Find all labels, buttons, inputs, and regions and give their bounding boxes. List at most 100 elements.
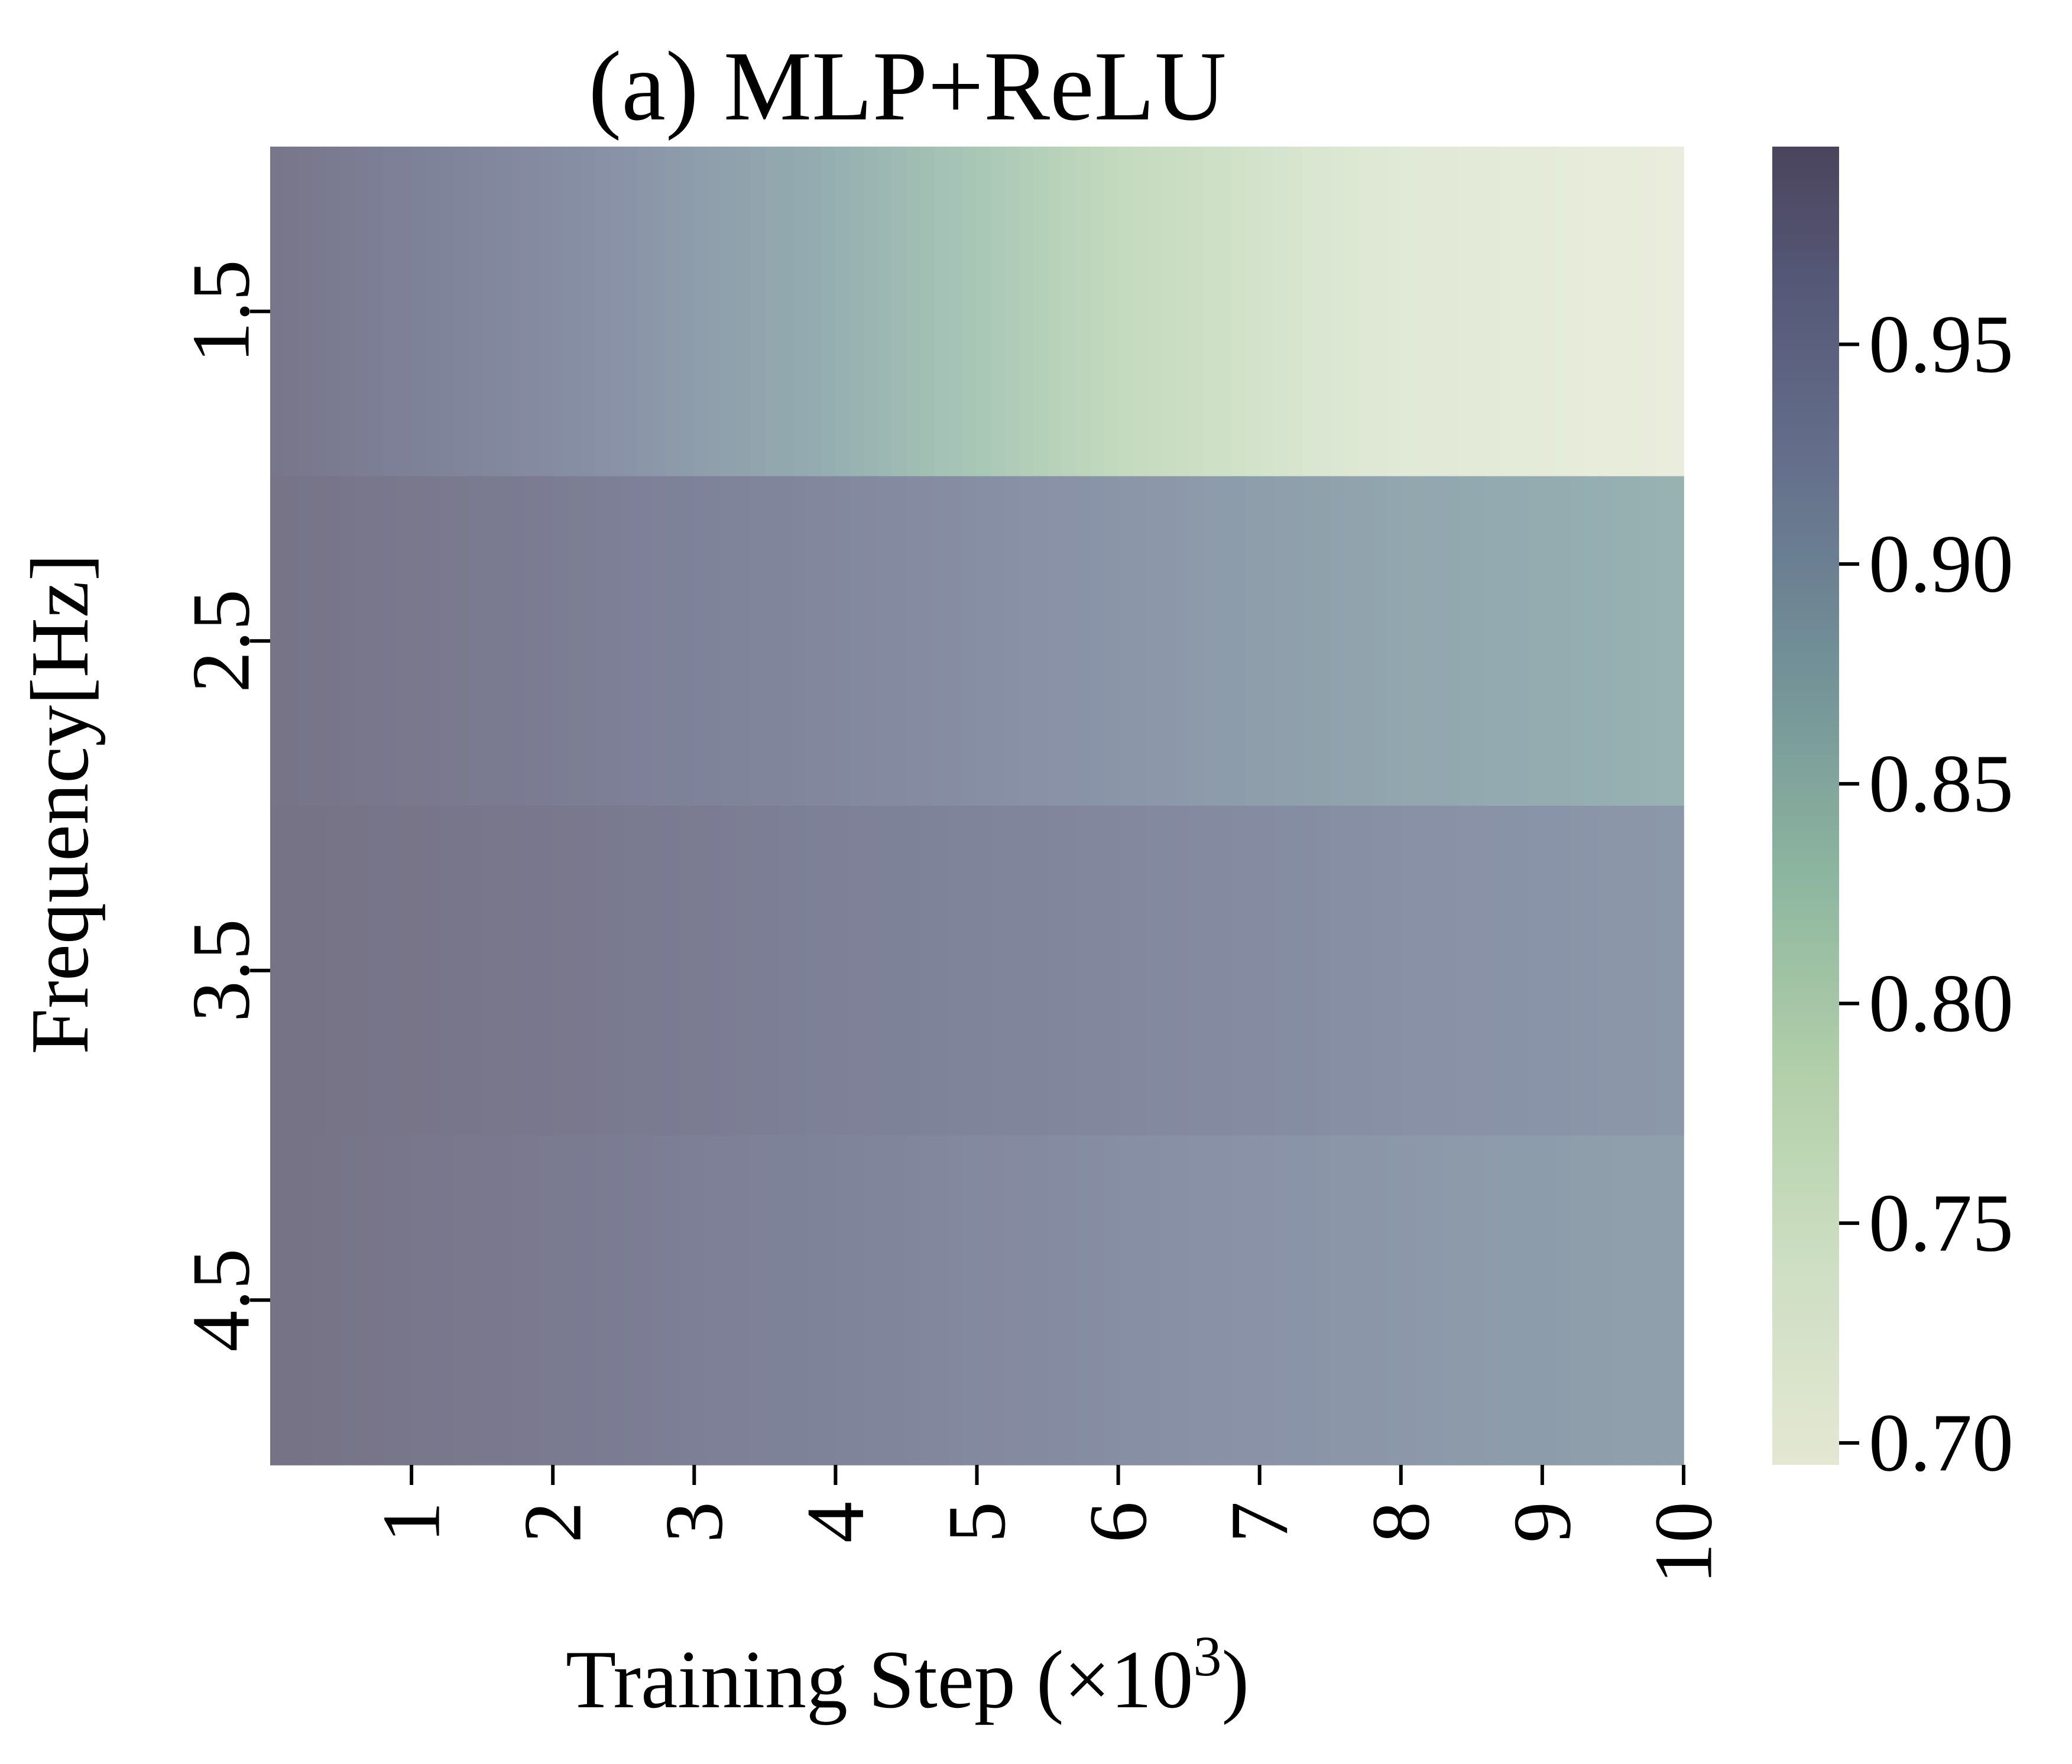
heatmap-cell: [1613, 1135, 1628, 1465]
heatmap-cell: [651, 476, 667, 806]
y-tick-label: 1.5: [176, 260, 267, 363]
heatmap-cell: [962, 476, 978, 806]
heatmap-cell: [1627, 806, 1642, 1136]
heatmap-cell: [1104, 806, 1119, 1136]
heatmap-cell: [694, 147, 709, 477]
heatmap-cell: [1061, 1135, 1076, 1465]
heatmap-cell: [1457, 476, 1473, 806]
heatmap-cell: [1061, 147, 1076, 477]
heatmap-cell: [439, 476, 455, 806]
heatmap-cell: [341, 476, 356, 806]
heatmap-cell: [892, 147, 907, 477]
heatmap-cell: [694, 1135, 709, 1465]
heatmap-cell: [1245, 806, 1260, 1136]
heatmap-cell: [1146, 806, 1162, 1136]
heatmap-cell: [835, 806, 851, 1136]
heatmap-cell: [1005, 147, 1020, 477]
heatmap-cell: [1104, 147, 1119, 477]
colorbar-tick-label: 0.70: [1869, 1397, 2013, 1489]
heatmap-cell: [807, 806, 822, 1136]
heatmap-cell: [934, 1135, 949, 1465]
heatmap-cell: [496, 1135, 511, 1465]
heatmap-cell: [298, 806, 313, 1136]
heatmap-cell: [1443, 476, 1458, 806]
heatmap-cell: [1400, 476, 1416, 806]
heatmap-cell: [1471, 1135, 1487, 1465]
heatmap-cell: [411, 806, 426, 1136]
heatmap-cell: [496, 806, 511, 1136]
heatmap-cell: [1075, 806, 1091, 1136]
heatmap-cell: [439, 806, 455, 1136]
x-tick-label: 2: [507, 1502, 599, 1543]
heatmap-cell: [341, 1135, 356, 1465]
heatmap-cell: [1486, 147, 1500, 477]
heatmap-cell: [567, 476, 582, 806]
heatmap-cell: [468, 806, 483, 1136]
heatmap-cell: [1570, 476, 1585, 806]
heatmap-cell: [1245, 476, 1260, 806]
heatmap-cell: [906, 1135, 921, 1465]
heatmap-cell: [1316, 806, 1331, 1136]
heatmap-cell: [1486, 1135, 1500, 1465]
heatmap-cell: [397, 806, 412, 1136]
colorbar-tick-label: 0.85: [1869, 738, 2013, 829]
heatmap-cell: [1443, 806, 1458, 1136]
heatmap-cell: [666, 476, 681, 806]
y-tick-label: 2.5: [176, 589, 267, 693]
heatmap-cell: [1570, 806, 1585, 1136]
heatmap-cell: [708, 806, 723, 1136]
heatmap-cell: [1089, 476, 1105, 806]
heatmap-cell: [1288, 147, 1303, 477]
heatmap-cell: [369, 476, 384, 806]
heatmap-cell: [510, 476, 526, 806]
heatmap-cell: [1584, 806, 1600, 1136]
heatmap-cell: [1288, 1135, 1303, 1465]
heatmap-cell: [948, 147, 964, 477]
heatmap-cell: [1217, 806, 1232, 1136]
heatmap-cell: [1089, 1135, 1105, 1465]
heatmap-cell: [1048, 1135, 1062, 1465]
heatmap-cell: [1542, 1135, 1557, 1465]
heatmap-cell: [1259, 476, 1275, 806]
heatmap-cell: [1627, 147, 1642, 477]
heatmap-cell: [1245, 1135, 1260, 1465]
heatmap-cell: [1358, 147, 1373, 477]
heatmap-cell: [835, 1135, 851, 1465]
heatmap-cell: [397, 1135, 412, 1465]
heatmap-cell: [1613, 806, 1628, 1136]
heatmap-cell: [991, 806, 1006, 1136]
x-tick-label: 3: [648, 1502, 740, 1543]
heatmap-cell: [468, 476, 483, 806]
heatmap-cell: [383, 476, 398, 806]
heatmap-cell: [326, 1135, 342, 1465]
heatmap-cell: [1372, 476, 1387, 806]
heatmap-cell: [1556, 1135, 1571, 1465]
heatmap-cell: [1344, 476, 1359, 806]
heatmap-cell: [666, 1135, 681, 1465]
heatmap-cell: [807, 476, 822, 806]
heatmap-cell: [383, 1135, 398, 1465]
heatmap-cell: [426, 476, 440, 806]
heatmap-cell: [651, 1135, 667, 1465]
heatmap-cell: [355, 806, 370, 1136]
heatmap-cell: [1203, 806, 1218, 1136]
heatmap-cell: [708, 147, 723, 477]
heatmap-cell: [708, 476, 723, 806]
x-tick-label: 7: [1214, 1502, 1305, 1543]
heatmap-cell: [496, 147, 511, 477]
heatmap-cell: [1330, 147, 1345, 477]
heatmap-cell: [1471, 147, 1487, 477]
heatmap-cell: [637, 147, 653, 477]
heatmap-cell: [1217, 147, 1232, 477]
heatmap-cell: [920, 1135, 935, 1465]
heatmap-cell: [539, 1135, 553, 1465]
heatmap-cell: [1203, 476, 1218, 806]
heatmap-cell: [1231, 806, 1246, 1136]
heatmap-cell: [793, 1135, 808, 1465]
colorbar: [1772, 147, 1839, 1465]
y-tick-label: 3.5: [176, 919, 267, 1022]
heatmap-cell: [1570, 1135, 1585, 1465]
heatmap-cell: [750, 476, 766, 806]
heatmap-cell: [1443, 1135, 1458, 1465]
